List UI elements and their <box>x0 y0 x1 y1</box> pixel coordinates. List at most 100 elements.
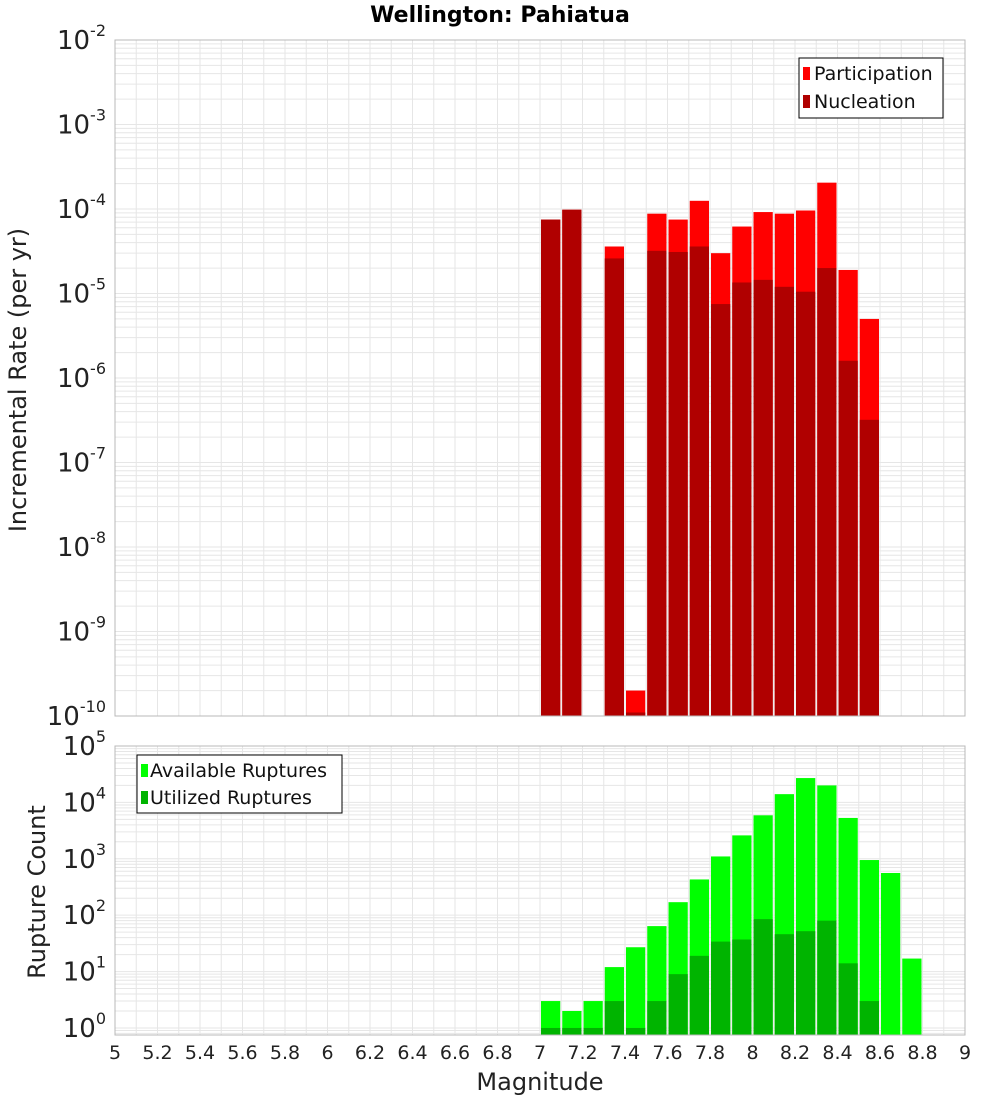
x-tick-label: 5 <box>109 1042 121 1064</box>
utilized-ruptures-bar <box>817 920 837 1035</box>
nucleation-bar <box>689 246 709 716</box>
utilized-ruptures-bar <box>732 939 752 1035</box>
utilized-legend-label: Utilized Ruptures <box>150 787 312 809</box>
available-ruptures-bar <box>541 1001 561 1035</box>
utilized-ruptures-bar <box>562 1027 582 1035</box>
utilized-ruptures-bar <box>647 1001 667 1035</box>
nucleation-bar <box>796 291 816 716</box>
nucleation-bar <box>562 209 582 716</box>
y-tick-label: 105 <box>63 727 106 762</box>
participation-legend-label: Participation <box>814 63 933 85</box>
x-tick-label: 5.8 <box>270 1042 300 1064</box>
chart-title: Wellington: Pahiatua <box>370 3 630 28</box>
x-tick-labels: 5 5.2 5.4 5.6 5.8 6 6.2 6.4 6.6 6.8 7 7.2 7.4 7.6 7.8 8… <box>109 1042 971 1064</box>
bottom-legend: Available Ruptures Utilized Ruptures <box>136 754 343 814</box>
utilized-ruptures-bar <box>796 931 816 1035</box>
top-grid <box>114 39 966 717</box>
utilized-ruptures-bar <box>711 941 731 1035</box>
nucleation-bar <box>626 712 646 716</box>
x-tick-label: 8.6 <box>865 1042 895 1064</box>
x-tick-label: 8.4 <box>822 1042 852 1064</box>
top-panel: 10-10 10-9 10-8 10-7 10-6 10-5 10-4 10-3 10-2 In… <box>4 21 966 732</box>
x-tick-label: 8 <box>746 1042 758 1064</box>
top-plot-frame <box>114 39 966 717</box>
nucleation-legend-label: Nucleation <box>814 91 916 113</box>
x-tick-label: 6 <box>321 1042 333 1064</box>
nucleation-bar <box>647 250 667 716</box>
nucleation-bar <box>838 360 858 716</box>
nucleation-bar <box>774 286 794 716</box>
available-ruptures-bar <box>881 872 901 1035</box>
x-tick-label: 5.6 <box>227 1042 257 1064</box>
available-legend-swatch <box>141 764 148 777</box>
available-ruptures-bar <box>859 860 879 1035</box>
y-tick-label: 102 <box>63 896 106 931</box>
bottom-bars <box>541 778 922 1035</box>
utilized-ruptures-bar <box>604 1001 624 1035</box>
participation-legend-swatch <box>803 67 810 80</box>
available-ruptures-bar <box>626 947 646 1035</box>
x-tick-label: 7.2 <box>567 1042 597 1064</box>
x-tick-label: 7.6 <box>652 1042 682 1064</box>
utilized-ruptures-bar <box>859 1001 879 1035</box>
available-legend-label: Available Ruptures <box>150 760 327 782</box>
top-y-axis-label: Incremental Rate (per yr) <box>4 228 32 532</box>
y-tick-label: 10-7 <box>57 444 106 479</box>
bottom-legend-box <box>136 754 343 814</box>
x-tick-label: 6.4 <box>397 1042 427 1064</box>
x-tick-label: 7.8 <box>695 1042 725 1064</box>
x-tick-label: 8.2 <box>780 1042 810 1064</box>
y-tick-label: 103 <box>63 840 106 875</box>
nucleation-bar <box>668 251 688 717</box>
y-tick-label: 101 <box>63 953 106 988</box>
nucleation-bar <box>732 282 752 716</box>
x-tick-label: 8.8 <box>907 1042 937 1064</box>
y-tick-label: 10-6 <box>57 359 106 394</box>
available-ruptures-bar <box>902 958 922 1035</box>
utilized-ruptures-bar <box>583 1027 603 1035</box>
y-tick-label: 104 <box>63 783 106 818</box>
utilized-ruptures-bar <box>774 934 794 1035</box>
nucleation-bar <box>753 279 773 716</box>
y-tick-label: 100 <box>63 1009 106 1044</box>
utilized-ruptures-bar <box>541 1027 561 1035</box>
x-tick-label: 6.2 <box>355 1042 385 1064</box>
x-tick-label: 9 <box>959 1042 971 1064</box>
y-tick-label: 10-4 <box>57 190 106 225</box>
top-legend: Participation Nucleation <box>798 57 944 119</box>
bottom-y-axis-label: Rupture Count <box>23 805 51 979</box>
x-axis-label: Magnitude <box>476 1068 603 1096</box>
nucleation-bar <box>604 258 624 716</box>
y-tick-label: 10-2 <box>57 21 106 56</box>
utilized-ruptures-bar <box>838 963 858 1035</box>
y-tick-label: 10-3 <box>57 106 106 141</box>
top-bars <box>541 182 879 717</box>
x-tick-label: 7 <box>534 1042 546 1064</box>
top-y-ticks: 10-10 10-9 10-8 10-7 10-6 10-5 10-4 10-3 10-2 <box>47 21 106 732</box>
bottom-y-ticks: 100 101 102 103 104 105 <box>63 727 106 1044</box>
utilized-ruptures-bar <box>753 919 773 1035</box>
utilized-ruptures-bar <box>668 974 688 1035</box>
utilized-ruptures-bar <box>626 1027 646 1035</box>
nucleation-bar <box>817 268 837 716</box>
nucleation-bar <box>711 304 731 716</box>
utilized-ruptures-bar <box>689 955 709 1035</box>
y-tick-label: 10-5 <box>57 275 106 310</box>
utilized-legend-swatch <box>141 791 148 804</box>
x-tick-label: 6.6 <box>440 1042 470 1064</box>
x-tick-label: 7.4 <box>610 1042 640 1064</box>
x-tick-label: 5.2 <box>142 1042 172 1064</box>
x-tick-label: 5.4 <box>185 1042 215 1064</box>
nucleation-bar <box>859 419 879 716</box>
bottom-plot-frame <box>114 745 966 1036</box>
y-tick-label: 10-9 <box>57 613 106 648</box>
available-ruptures-bar <box>583 1001 603 1035</box>
y-tick-label: 10-10 <box>47 697 106 732</box>
nucleation-bar <box>541 219 561 717</box>
participation-bar <box>626 690 646 716</box>
y-tick-label: 10-8 <box>57 528 106 563</box>
bottom-panel: 100 101 102 103 104 105 Rupture Count Availab… <box>23 727 966 1044</box>
nucleation-legend-swatch <box>803 95 810 108</box>
x-tick-label: 6.8 <box>482 1042 512 1064</box>
